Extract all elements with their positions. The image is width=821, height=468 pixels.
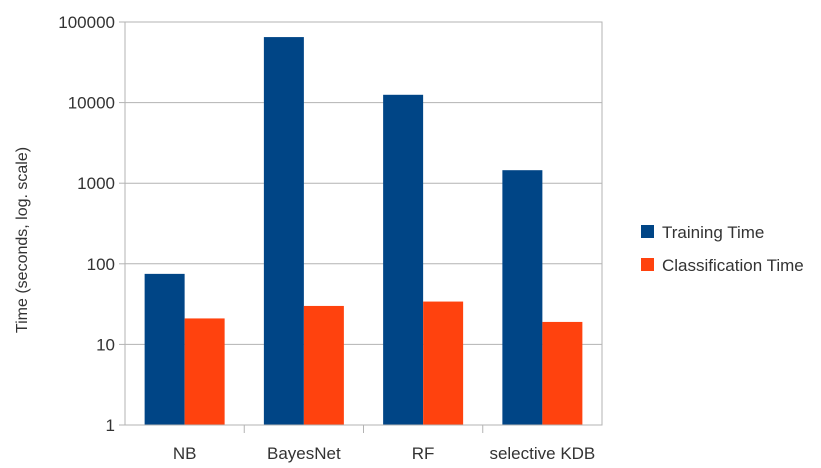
bar-training-time bbox=[502, 170, 543, 425]
legend-label: Classification Time bbox=[662, 256, 804, 275]
legend-swatch bbox=[641, 225, 654, 238]
y-tick-label: 100 bbox=[87, 255, 115, 274]
y-tick-label: 10000 bbox=[68, 94, 115, 113]
bar-training-time bbox=[144, 273, 185, 425]
bars bbox=[144, 37, 583, 425]
y-tick-label: 1000 bbox=[77, 174, 115, 193]
bar-classification-time bbox=[423, 301, 464, 425]
legend-swatch bbox=[641, 258, 654, 271]
x-tick-labels: NB BayesNet RF selective KDB bbox=[173, 444, 595, 463]
bar-classification-time bbox=[184, 318, 225, 425]
y-tick-labels: 1 10 100 1000 10000 100000 bbox=[58, 13, 115, 435]
y-tick-label: 10 bbox=[96, 335, 115, 354]
bar-training-time bbox=[263, 37, 304, 425]
bar-classification-time bbox=[542, 321, 583, 425]
legend: Training Time Classification Time bbox=[641, 223, 804, 275]
bar-classification-time bbox=[303, 305, 344, 425]
x-tick-label: NB bbox=[173, 444, 197, 463]
y-tick-label: 1 bbox=[106, 416, 115, 435]
bar-training-time bbox=[383, 94, 424, 425]
x-tick-label: RF bbox=[412, 444, 435, 463]
y-tick-label: 100000 bbox=[58, 13, 115, 32]
axes bbox=[119, 21, 603, 433]
y-axis-title: Time (seconds, log. scale) bbox=[14, 147, 31, 333]
x-tick-label: BayesNet bbox=[267, 444, 341, 463]
legend-label: Training Time bbox=[662, 223, 764, 242]
x-tick-label: selective KDB bbox=[489, 444, 595, 463]
